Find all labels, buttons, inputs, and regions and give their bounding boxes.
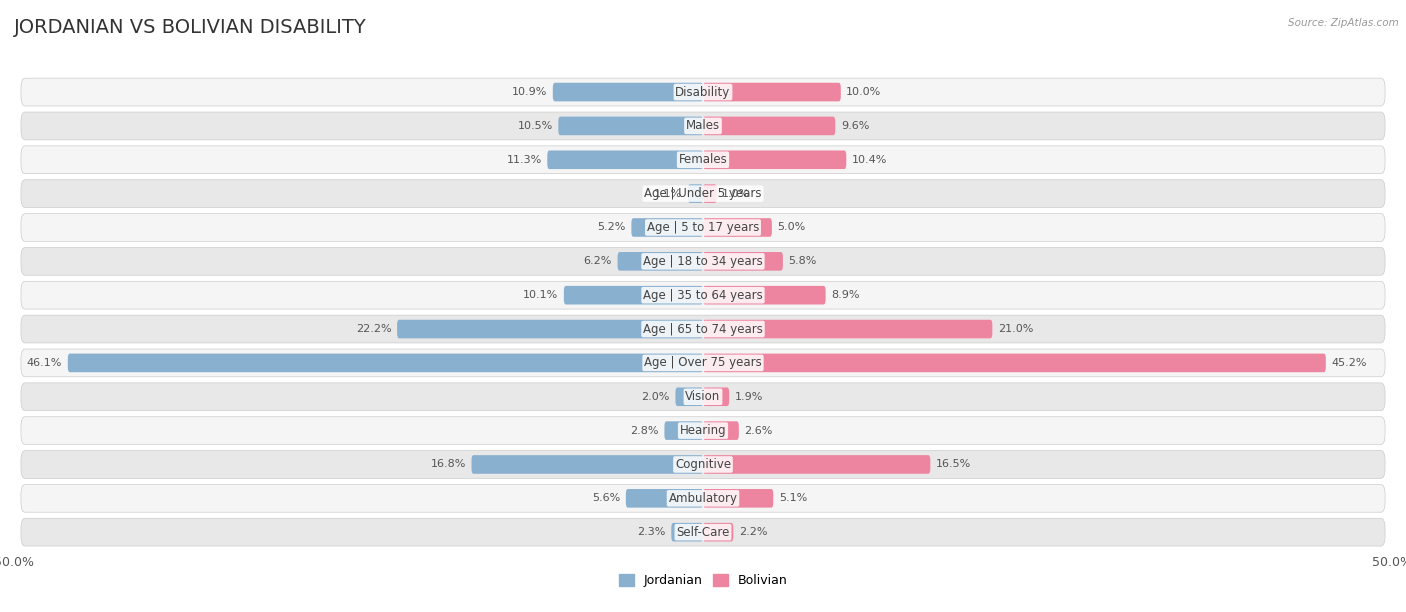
Text: Age | Over 75 years: Age | Over 75 years [644,356,762,370]
FancyBboxPatch shape [396,319,703,338]
FancyBboxPatch shape [703,117,835,135]
Text: JORDANIAN VS BOLIVIAN DISABILITY: JORDANIAN VS BOLIVIAN DISABILITY [14,18,367,37]
Text: 45.2%: 45.2% [1331,358,1367,368]
FancyBboxPatch shape [703,83,841,102]
FancyBboxPatch shape [703,252,783,271]
Text: 10.0%: 10.0% [846,87,882,97]
FancyBboxPatch shape [703,421,738,440]
FancyBboxPatch shape [471,455,703,474]
Text: 22.2%: 22.2% [356,324,392,334]
Text: 1.1%: 1.1% [654,188,682,199]
Text: Age | Under 5 years: Age | Under 5 years [644,187,762,200]
FancyBboxPatch shape [703,489,773,507]
FancyBboxPatch shape [703,184,717,203]
Text: 1.0%: 1.0% [723,188,751,199]
FancyBboxPatch shape [617,252,703,271]
Text: Age | 35 to 64 years: Age | 35 to 64 years [643,289,763,302]
Text: 10.5%: 10.5% [517,121,553,131]
Text: Age | 65 to 74 years: Age | 65 to 74 years [643,323,763,335]
Text: 2.6%: 2.6% [744,425,773,436]
FancyBboxPatch shape [564,286,703,305]
Text: 8.9%: 8.9% [831,290,859,300]
FancyBboxPatch shape [21,485,1385,512]
Text: Females: Females [679,153,727,166]
FancyBboxPatch shape [671,523,703,542]
Text: Self-Care: Self-Care [676,526,730,539]
Text: 2.0%: 2.0% [641,392,669,401]
FancyBboxPatch shape [547,151,703,169]
Text: 10.4%: 10.4% [852,155,887,165]
Text: 5.8%: 5.8% [789,256,817,266]
Text: 9.6%: 9.6% [841,121,869,131]
Legend: Jordanian, Bolivian: Jordanian, Bolivian [613,569,793,592]
Text: 5.1%: 5.1% [779,493,807,503]
FancyBboxPatch shape [703,455,931,474]
FancyBboxPatch shape [21,417,1385,444]
FancyBboxPatch shape [21,78,1385,106]
Text: Disability: Disability [675,86,731,99]
FancyBboxPatch shape [558,117,703,135]
Text: 10.9%: 10.9% [512,87,547,97]
Text: 2.3%: 2.3% [637,527,666,537]
Text: Source: ZipAtlas.com: Source: ZipAtlas.com [1288,18,1399,28]
Text: Cognitive: Cognitive [675,458,731,471]
FancyBboxPatch shape [21,214,1385,241]
FancyBboxPatch shape [21,349,1385,377]
Text: Males: Males [686,119,720,132]
FancyBboxPatch shape [703,523,734,542]
Text: Hearing: Hearing [679,424,727,437]
FancyBboxPatch shape [675,387,703,406]
FancyBboxPatch shape [703,151,846,169]
FancyBboxPatch shape [703,319,993,338]
Text: 46.1%: 46.1% [27,358,62,368]
FancyBboxPatch shape [703,354,1326,372]
FancyBboxPatch shape [703,218,772,237]
FancyBboxPatch shape [21,247,1385,275]
FancyBboxPatch shape [21,450,1385,479]
Text: 10.1%: 10.1% [523,290,558,300]
Text: 2.2%: 2.2% [738,527,768,537]
FancyBboxPatch shape [553,83,703,102]
Text: 5.2%: 5.2% [598,223,626,233]
Text: 5.0%: 5.0% [778,223,806,233]
FancyBboxPatch shape [67,354,703,372]
FancyBboxPatch shape [21,518,1385,546]
FancyBboxPatch shape [21,112,1385,140]
FancyBboxPatch shape [21,282,1385,309]
FancyBboxPatch shape [21,146,1385,174]
FancyBboxPatch shape [703,387,730,406]
FancyBboxPatch shape [21,383,1385,411]
Text: 11.3%: 11.3% [506,155,541,165]
FancyBboxPatch shape [21,315,1385,343]
Text: 21.0%: 21.0% [998,324,1033,334]
FancyBboxPatch shape [21,180,1385,207]
Text: 16.5%: 16.5% [936,460,972,469]
Text: Ambulatory: Ambulatory [668,492,738,505]
Text: 6.2%: 6.2% [583,256,612,266]
FancyBboxPatch shape [688,184,703,203]
Text: 2.8%: 2.8% [630,425,659,436]
Text: 16.8%: 16.8% [430,460,465,469]
FancyBboxPatch shape [665,421,703,440]
Text: 5.6%: 5.6% [592,493,620,503]
Text: Age | 5 to 17 years: Age | 5 to 17 years [647,221,759,234]
FancyBboxPatch shape [631,218,703,237]
Text: 1.9%: 1.9% [735,392,763,401]
FancyBboxPatch shape [626,489,703,507]
FancyBboxPatch shape [703,286,825,305]
Text: Vision: Vision [685,390,721,403]
Text: Age | 18 to 34 years: Age | 18 to 34 years [643,255,763,268]
